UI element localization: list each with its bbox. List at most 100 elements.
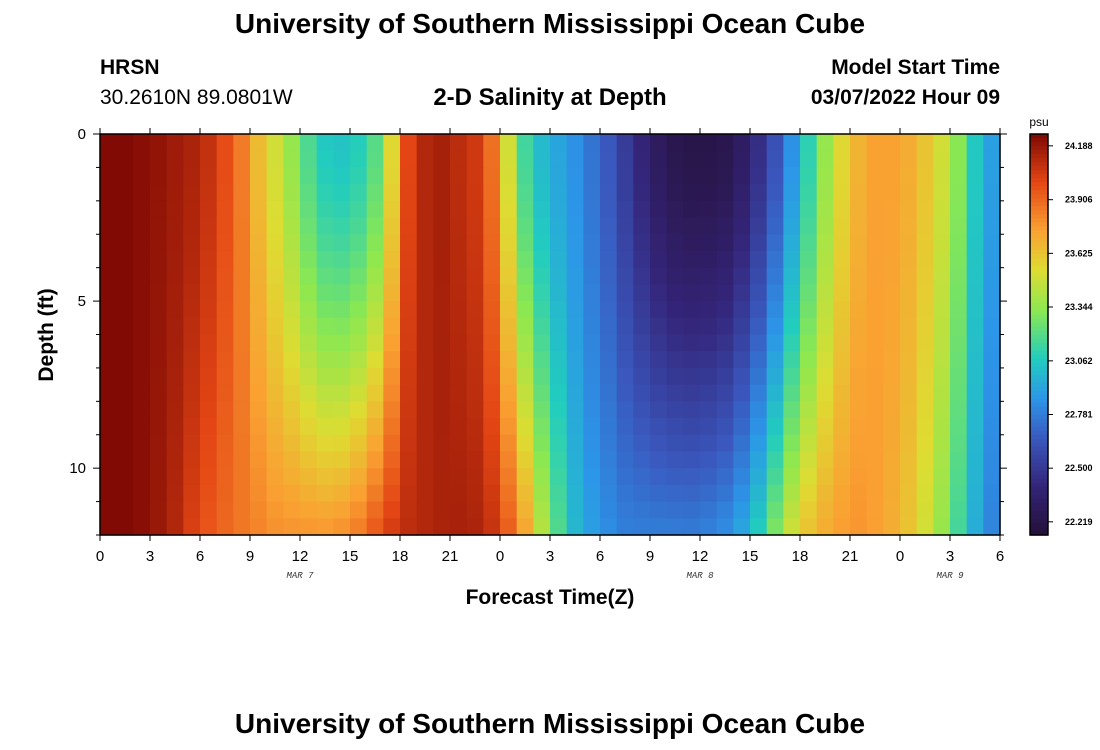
colorbar-segment <box>1030 254 1048 259</box>
colorbar-segment <box>1030 338 1048 344</box>
heatmap-cell <box>633 134 651 152</box>
colorbar-segment <box>1030 498 1048 504</box>
colorbar-segment <box>1030 394 1048 400</box>
heatmap-cell <box>483 501 501 519</box>
heatmap-cell <box>416 384 434 402</box>
heatmap-cell <box>433 317 451 336</box>
heatmap-cell <box>550 501 568 519</box>
heatmap-cell <box>350 134 368 152</box>
heatmap-cell <box>350 434 368 453</box>
heatmap-cell <box>733 501 751 519</box>
heatmap-cell <box>166 284 184 302</box>
heatmap-cell <box>850 200 868 219</box>
heatmap-cell <box>316 518 334 536</box>
heatmap-cell <box>200 351 218 369</box>
heatmap-cell <box>216 301 234 319</box>
heatmap-cell <box>566 451 584 469</box>
heatmap-cell <box>700 134 718 152</box>
heatmap-cell <box>800 250 818 269</box>
heatmap-cell <box>216 384 234 402</box>
heatmap-cell <box>183 217 201 235</box>
heatmap-cell <box>650 384 668 402</box>
heatmap-cell <box>266 134 284 152</box>
colorbar-segment <box>1030 246 1048 251</box>
heatmap-cell <box>316 484 334 503</box>
heatmap-cell <box>116 134 134 152</box>
heatmap-cell <box>633 418 651 436</box>
heatmap-cell <box>366 200 384 219</box>
colorbar-segment <box>1030 374 1048 380</box>
heatmap-cell <box>833 434 851 453</box>
heatmap-cell <box>783 518 801 536</box>
heatmap-cell <box>833 317 851 336</box>
heatmap-cell <box>333 334 351 352</box>
heatmap-cell <box>416 484 434 503</box>
heatmap-cell <box>666 468 684 486</box>
heatmap-cell <box>983 434 1001 453</box>
heatmap-cell <box>316 217 334 235</box>
colorbar-segment <box>1030 282 1048 287</box>
heatmap-cell <box>533 234 551 252</box>
heatmap-cell <box>883 451 901 469</box>
heatmap-cell <box>850 434 868 453</box>
heatmap-cell <box>200 267 218 285</box>
heatmap-cell <box>416 167 434 185</box>
heatmap-cell <box>600 334 618 352</box>
heatmap-cell <box>616 484 634 503</box>
x-tick-label: 12 <box>692 548 709 565</box>
heatmap-cell <box>583 200 601 219</box>
heatmap-cell <box>250 468 268 486</box>
heatmap-cell <box>166 384 184 402</box>
heatmap-cell <box>766 418 784 436</box>
heatmap-cell <box>983 217 1001 235</box>
heatmap-cell <box>916 434 934 453</box>
heatmap-cell <box>650 217 668 235</box>
heatmap-cell <box>416 334 434 352</box>
heatmap-cell <box>200 501 218 519</box>
heatmap-cell <box>300 334 318 352</box>
heatmap-cell <box>450 334 468 352</box>
heatmap-cell <box>633 150 651 169</box>
heatmap-cell <box>783 434 801 453</box>
heatmap-cell <box>666 367 684 386</box>
heatmap-cell <box>916 317 934 336</box>
heatmap-cell <box>600 200 618 219</box>
heatmap-cell <box>783 351 801 369</box>
heatmap-cell <box>400 484 418 503</box>
heatmap-cell <box>566 468 584 486</box>
y-tick-label: 0 <box>78 126 86 143</box>
heatmap-cell <box>200 434 218 453</box>
heatmap-cell <box>350 284 368 302</box>
heatmap-cell <box>800 401 818 419</box>
date-labels: MAR 7 MAR 8 MAR 9 <box>286 571 964 581</box>
heatmap-cell <box>333 167 351 185</box>
heatmap-cell <box>900 351 918 369</box>
colorbar-segment <box>1030 518 1048 524</box>
heatmap-cell <box>833 468 851 486</box>
heatmap-cell <box>533 217 551 235</box>
colorbar-segment <box>1030 442 1048 448</box>
heatmap-cell <box>950 234 968 252</box>
heatmap-cell <box>550 418 568 436</box>
heatmap-cell <box>216 518 234 536</box>
heatmap-cell <box>850 134 868 152</box>
heatmap-cell <box>433 418 451 436</box>
heatmap-cell <box>216 401 234 419</box>
heatmap-cell <box>250 217 268 235</box>
heatmap-cell <box>500 267 518 285</box>
colorbar-segment <box>1030 446 1048 452</box>
colorbar-tick-label: 23.625 <box>1065 248 1093 258</box>
heatmap-cell <box>283 317 301 336</box>
heatmap-cell <box>150 451 168 469</box>
heatmap-cell <box>616 250 634 269</box>
heatmap-cell <box>666 317 684 336</box>
colorbar-segment <box>1030 462 1048 468</box>
heatmap-cell <box>366 317 384 336</box>
date-label: MAR 9 <box>936 571 964 581</box>
x-tick-label: 0 <box>896 548 904 565</box>
heatmap-cell <box>466 150 484 169</box>
x-tick-label: 6 <box>996 548 1004 565</box>
heatmap-cell <box>250 367 268 386</box>
heatmap-cell <box>650 418 668 436</box>
heatmap-cell <box>200 468 218 486</box>
